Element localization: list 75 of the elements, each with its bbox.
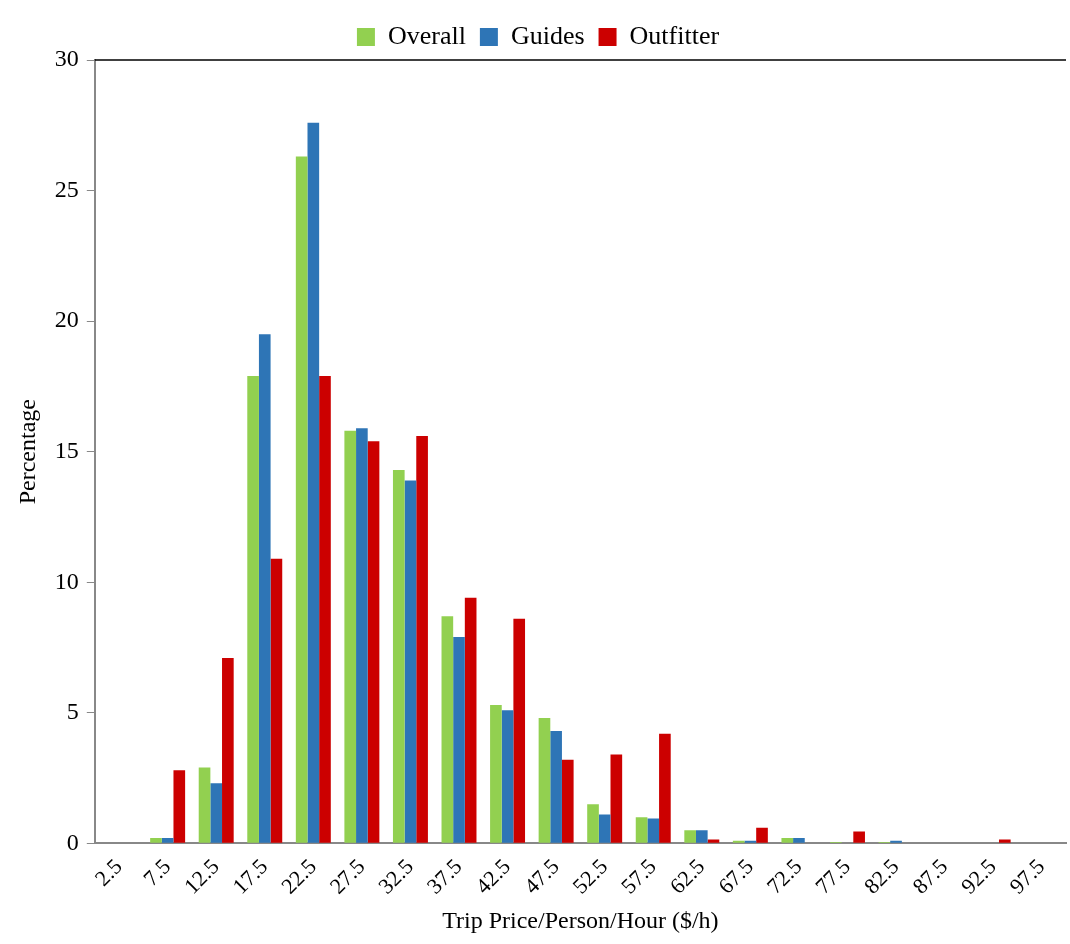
y-tick-label: 25 bbox=[54, 175, 79, 202]
bar bbox=[501, 710, 514, 843]
bar bbox=[890, 840, 902, 843]
y-tick-label: 30 bbox=[54, 45, 79, 72]
bar bbox=[295, 156, 308, 843]
y-axis-title: Percentage bbox=[13, 399, 40, 505]
bar bbox=[307, 122, 320, 843]
bar bbox=[404, 480, 417, 843]
bar bbox=[210, 783, 223, 843]
bar bbox=[561, 759, 574, 843]
bar bbox=[756, 827, 768, 843]
x-tick-label: 37.5 bbox=[421, 853, 467, 899]
legend-label: Outfitter bbox=[629, 20, 720, 50]
bar bbox=[635, 817, 648, 843]
bar bbox=[150, 838, 162, 843]
bar bbox=[247, 375, 259, 843]
bar bbox=[647, 818, 660, 843]
bar bbox=[258, 334, 271, 843]
bar bbox=[550, 731, 562, 843]
legend-label: Overall bbox=[387, 20, 466, 50]
x-tick-label: 97.5 bbox=[1004, 853, 1050, 899]
bar bbox=[732, 840, 745, 843]
bar bbox=[998, 839, 1011, 843]
bar bbox=[513, 618, 526, 843]
bar bbox=[490, 704, 502, 843]
bar bbox=[198, 767, 211, 843]
y-tick-label: 0 bbox=[66, 828, 79, 855]
x-tick-label: 62.5 bbox=[664, 853, 710, 899]
x-tick-label: 17.5 bbox=[227, 853, 273, 899]
bar bbox=[441, 616, 454, 843]
x-tick-label: 72.5 bbox=[761, 853, 807, 899]
x-tick-label: 57.5 bbox=[615, 853, 661, 899]
x-tick-label: 92.5 bbox=[955, 853, 1001, 899]
bar bbox=[222, 657, 234, 843]
bar bbox=[793, 838, 805, 843]
y-tick-label: 20 bbox=[54, 306, 79, 333]
x-axis-title: Trip Price/Person/Hour ($/h) bbox=[442, 906, 719, 933]
x-tick-label: 22.5 bbox=[276, 853, 321, 899]
bar bbox=[464, 597, 477, 843]
bar bbox=[587, 804, 599, 843]
y-tick-label: 15 bbox=[54, 436, 79, 463]
bar bbox=[356, 428, 368, 843]
x-tick-label: 87.5 bbox=[907, 853, 953, 899]
bar bbox=[270, 558, 283, 843]
bar bbox=[367, 441, 380, 843]
x-tick-label: 7.5 bbox=[138, 853, 176, 891]
x-tick-label: 82.5 bbox=[858, 853, 904, 899]
bar bbox=[695, 830, 708, 843]
bar bbox=[538, 717, 551, 843]
x-tick-label: 2.5 bbox=[89, 853, 127, 891]
bar bbox=[173, 770, 186, 843]
y-tick-label: 5 bbox=[66, 698, 79, 725]
bar bbox=[707, 839, 720, 843]
bar bbox=[319, 375, 331, 843]
bar bbox=[853, 831, 865, 843]
x-tick-label: 77.5 bbox=[810, 853, 856, 899]
bar bbox=[598, 814, 611, 843]
x-tick-label: 47.5 bbox=[518, 853, 564, 899]
bar bbox=[781, 838, 794, 843]
bar bbox=[416, 435, 428, 843]
x-tick-label: 27.5 bbox=[324, 853, 370, 899]
x-tick-label: 67.5 bbox=[713, 853, 758, 899]
x-tick-label: 52.5 bbox=[567, 853, 613, 899]
bar bbox=[161, 838, 174, 843]
bar bbox=[453, 637, 465, 843]
x-tick-label: 42.5 bbox=[470, 853, 516, 899]
y-tick-label: 10 bbox=[54, 567, 79, 594]
x-tick-label: 32.5 bbox=[373, 853, 419, 899]
bar bbox=[659, 733, 671, 843]
legend-label: Guides bbox=[510, 20, 585, 50]
bar bbox=[684, 830, 696, 843]
bar bbox=[344, 430, 357, 843]
x-tick-label: 12.5 bbox=[178, 853, 224, 899]
bar bbox=[610, 754, 623, 843]
bar bbox=[392, 469, 405, 843]
